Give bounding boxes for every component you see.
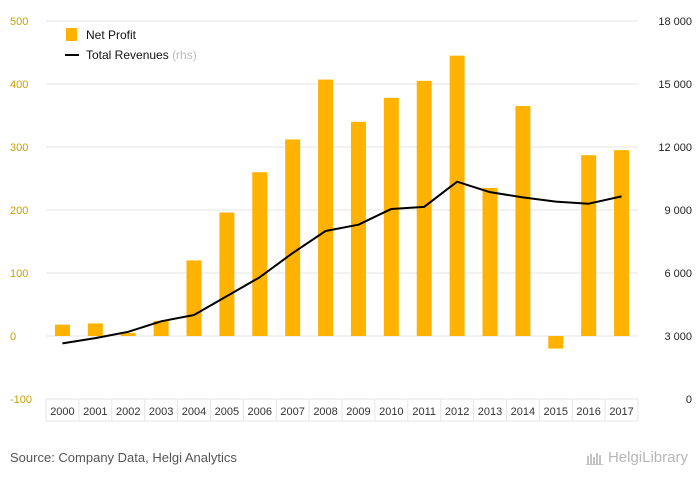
x-axis-tick-label: 2013 bbox=[478, 406, 502, 418]
left-axis-tick-label: 400 bbox=[10, 79, 28, 91]
left-axis-tick-label: 500 bbox=[10, 16, 28, 28]
legend-swatch-net-profit bbox=[66, 28, 77, 41]
x-axis-tick-label: 2005 bbox=[215, 406, 239, 418]
right-axis-tick-label: 3 000 bbox=[664, 331, 692, 343]
bar-net-profit bbox=[449, 55, 465, 337]
x-axis-tick-label: 2007 bbox=[280, 406, 304, 418]
bar-net-profit bbox=[581, 155, 597, 336]
right-axis-tick-label: 12 000 bbox=[658, 142, 692, 154]
logo-text: HelgiLibrary bbox=[607, 449, 688, 466]
bar-net-profit bbox=[87, 323, 103, 336]
line-total-revenues bbox=[62, 180, 622, 345]
bar-net-profit bbox=[383, 97, 399, 336]
legend-label-total-revenues: Total Revenues (rhs) bbox=[86, 48, 197, 62]
bar-net-profit bbox=[186, 260, 202, 336]
source-note: Source: Company Data, Helgi Analytics bbox=[10, 450, 237, 465]
left-axis-tick-label: -100 bbox=[10, 394, 32, 406]
left-axis-tick-label: 100 bbox=[10, 268, 28, 280]
left-axis-tick-label: 0 bbox=[10, 331, 16, 343]
legend-label-rhs-suffix: (rhs) bbox=[172, 48, 197, 62]
x-axis-tick-label: 2012 bbox=[445, 406, 469, 418]
bar-net-profit bbox=[614, 150, 630, 336]
right-axis-tick-label: 15 000 bbox=[658, 79, 692, 91]
x-axis-tick-label: 2010 bbox=[379, 406, 403, 418]
right-axis-tick-label: 18 000 bbox=[658, 16, 692, 28]
x-axis-tick-label: 2011 bbox=[412, 406, 436, 418]
bar-net-profit bbox=[285, 139, 301, 336]
combo-chart: 500 400 300 200 100 0 -100 18 000 15 000 12 000 9 … bbox=[10, 16, 692, 422]
x-axis-tick-label: 2008 bbox=[313, 406, 337, 418]
x-axis-tick-label: 2016 bbox=[576, 406, 600, 418]
right-axis-tick-label: 6 000 bbox=[664, 268, 692, 280]
x-axis-tick-label: 2014 bbox=[511, 406, 535, 418]
library-icon bbox=[585, 452, 603, 465]
bar-net-profit bbox=[153, 320, 169, 336]
bar-net-profit bbox=[548, 336, 564, 349]
bar-net-profit bbox=[318, 79, 334, 336]
x-axis-tick-label: 2001 bbox=[83, 406, 107, 418]
x-axis-tick-label: 2015 bbox=[544, 406, 568, 418]
x-axis-tick-label: 2003 bbox=[149, 406, 173, 418]
bar-net-profit bbox=[120, 332, 136, 336]
legend-label-net-profit: Net Profit bbox=[86, 28, 137, 42]
bar-net-profit bbox=[350, 121, 366, 336]
bar-net-profit bbox=[54, 324, 70, 336]
bar-net-profit bbox=[219, 212, 235, 336]
bar-net-profit bbox=[482, 187, 498, 336]
right-axis-tick-label: 0 bbox=[686, 394, 692, 406]
x-axis-tick-label: 2000 bbox=[50, 406, 74, 418]
right-axis-tick-label: 9 000 bbox=[664, 205, 692, 217]
x-axis-tick-label: 2006 bbox=[248, 406, 272, 418]
bar-net-profit bbox=[252, 172, 268, 336]
bar-net-profit bbox=[515, 106, 531, 336]
x-axis-tick-label: 2004 bbox=[182, 406, 206, 418]
left-axis-tick-label: 200 bbox=[10, 205, 28, 217]
left-axis-tick-label: 300 bbox=[10, 142, 28, 154]
x-axis-tick-label: 2017 bbox=[609, 406, 633, 418]
x-axis-tick-label: 2002 bbox=[116, 406, 140, 418]
helgi-library-logo: HelgiLibrary bbox=[585, 449, 688, 466]
x-axis-tick-label: 2009 bbox=[346, 406, 370, 418]
bar-net-profit bbox=[416, 80, 432, 336]
